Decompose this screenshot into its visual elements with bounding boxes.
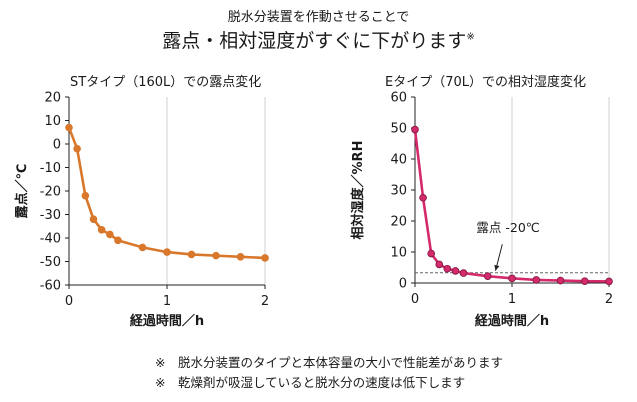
x-axis-label: 経過時間／h bbox=[130, 313, 204, 329]
y-tick-label: 10 bbox=[390, 246, 407, 261]
y-axis-label: 相対湿度／%RH bbox=[350, 141, 366, 240]
annotation-arrow-head bbox=[494, 264, 500, 271]
data-point bbox=[106, 230, 114, 239]
headline-note-mark: ※ bbox=[466, 31, 475, 43]
footnote-2: ※ 乾燥剤が吸湿していると脱水分の速度は低下します bbox=[155, 375, 466, 390]
y-tick-label: -60 bbox=[40, 279, 61, 294]
data-point bbox=[261, 254, 269, 262]
data-point bbox=[451, 267, 460, 275]
data-point bbox=[114, 236, 122, 245]
x-tick-label: 0 bbox=[65, 294, 73, 309]
data-point bbox=[483, 272, 492, 280]
y-tick-label: -30 bbox=[40, 208, 61, 223]
data-point bbox=[556, 276, 565, 285]
chart-dewpoint: 20 10 0 -10 -20 -30 -40 -50 -60 0 1 2 経過時間／h 露点／℃ bbox=[14, 91, 269, 330]
data-point bbox=[163, 248, 171, 256]
x-tick-label: 1 bbox=[163, 294, 171, 309]
data-point bbox=[580, 277, 589, 285]
data-point bbox=[138, 243, 147, 252]
x-tick-label: 2 bbox=[261, 294, 269, 309]
headline: 露点・相対湿度がすぐに下がります※ bbox=[0, 26, 637, 53]
data-point bbox=[212, 251, 220, 260]
data-point bbox=[419, 193, 427, 202]
chart-humidity: 60 50 40 30 20 10 00 1 2 経過時間／h 相対湿度／%RH 露点 -20℃ bbox=[350, 91, 613, 330]
y-tick-label: 40 bbox=[390, 153, 407, 168]
y-tick-label: 30 bbox=[390, 184, 407, 199]
data-point bbox=[443, 264, 452, 273]
data-point bbox=[459, 269, 468, 277]
data-point bbox=[73, 144, 81, 153]
data-point bbox=[97, 225, 106, 234]
data-point bbox=[65, 123, 73, 132]
y-tick-label: 60 bbox=[390, 91, 407, 106]
y-tick-label: -10 bbox=[40, 161, 61, 176]
footnotes: ※ 脱水分装置のタイプと本体容量の大小で性能差があります ※ 乾燥剤が吸湿してい… bbox=[155, 353, 503, 393]
data-point bbox=[89, 215, 98, 224]
x-axis-label: 経過時間／h bbox=[475, 313, 549, 329]
data-point bbox=[81, 191, 90, 200]
data-point bbox=[236, 252, 245, 261]
y-axis-label: 露点／℃ bbox=[14, 164, 30, 219]
x-tick-label: 2 bbox=[605, 292, 613, 307]
x-tick-label: 1 bbox=[508, 292, 516, 307]
y-tick-label: 20 bbox=[44, 91, 61, 106]
data-point bbox=[532, 276, 541, 284]
x-tick-label: 0 bbox=[411, 292, 419, 307]
data-point bbox=[508, 274, 516, 283]
y-tick-label: -50 bbox=[40, 255, 61, 270]
data-point bbox=[411, 125, 419, 134]
y-tick-label: 0 bbox=[53, 138, 61, 153]
data-point bbox=[605, 277, 613, 286]
reference-line-label: 露点 -20℃ bbox=[476, 220, 539, 235]
y-tick-label: -20 bbox=[40, 185, 61, 200]
y-tick-label: -40 bbox=[40, 232, 61, 247]
y-tick-label: 20 bbox=[390, 215, 407, 230]
data-point bbox=[427, 249, 435, 258]
y-tick-label: 0 bbox=[399, 277, 407, 292]
headline-text: 露点・相対湿度がすぐに下がります bbox=[162, 30, 467, 52]
data-point bbox=[435, 260, 444, 269]
data-point bbox=[187, 250, 196, 259]
chart-title-dewpoint: STタイプ（160L）での露点変化 bbox=[70, 75, 262, 90]
y-tick-label: 50 bbox=[390, 122, 407, 137]
subtitle: 脱水分装置を作動させることで bbox=[227, 10, 410, 25]
footnote-1: ※ 脱水分装置のタイプと本体容量の大小で性能差があります bbox=[155, 355, 503, 370]
y-tick-label: 10 bbox=[44, 114, 61, 129]
chart-title-humidity: Eタイプ（70L）での相対湿度変化 bbox=[385, 75, 586, 90]
